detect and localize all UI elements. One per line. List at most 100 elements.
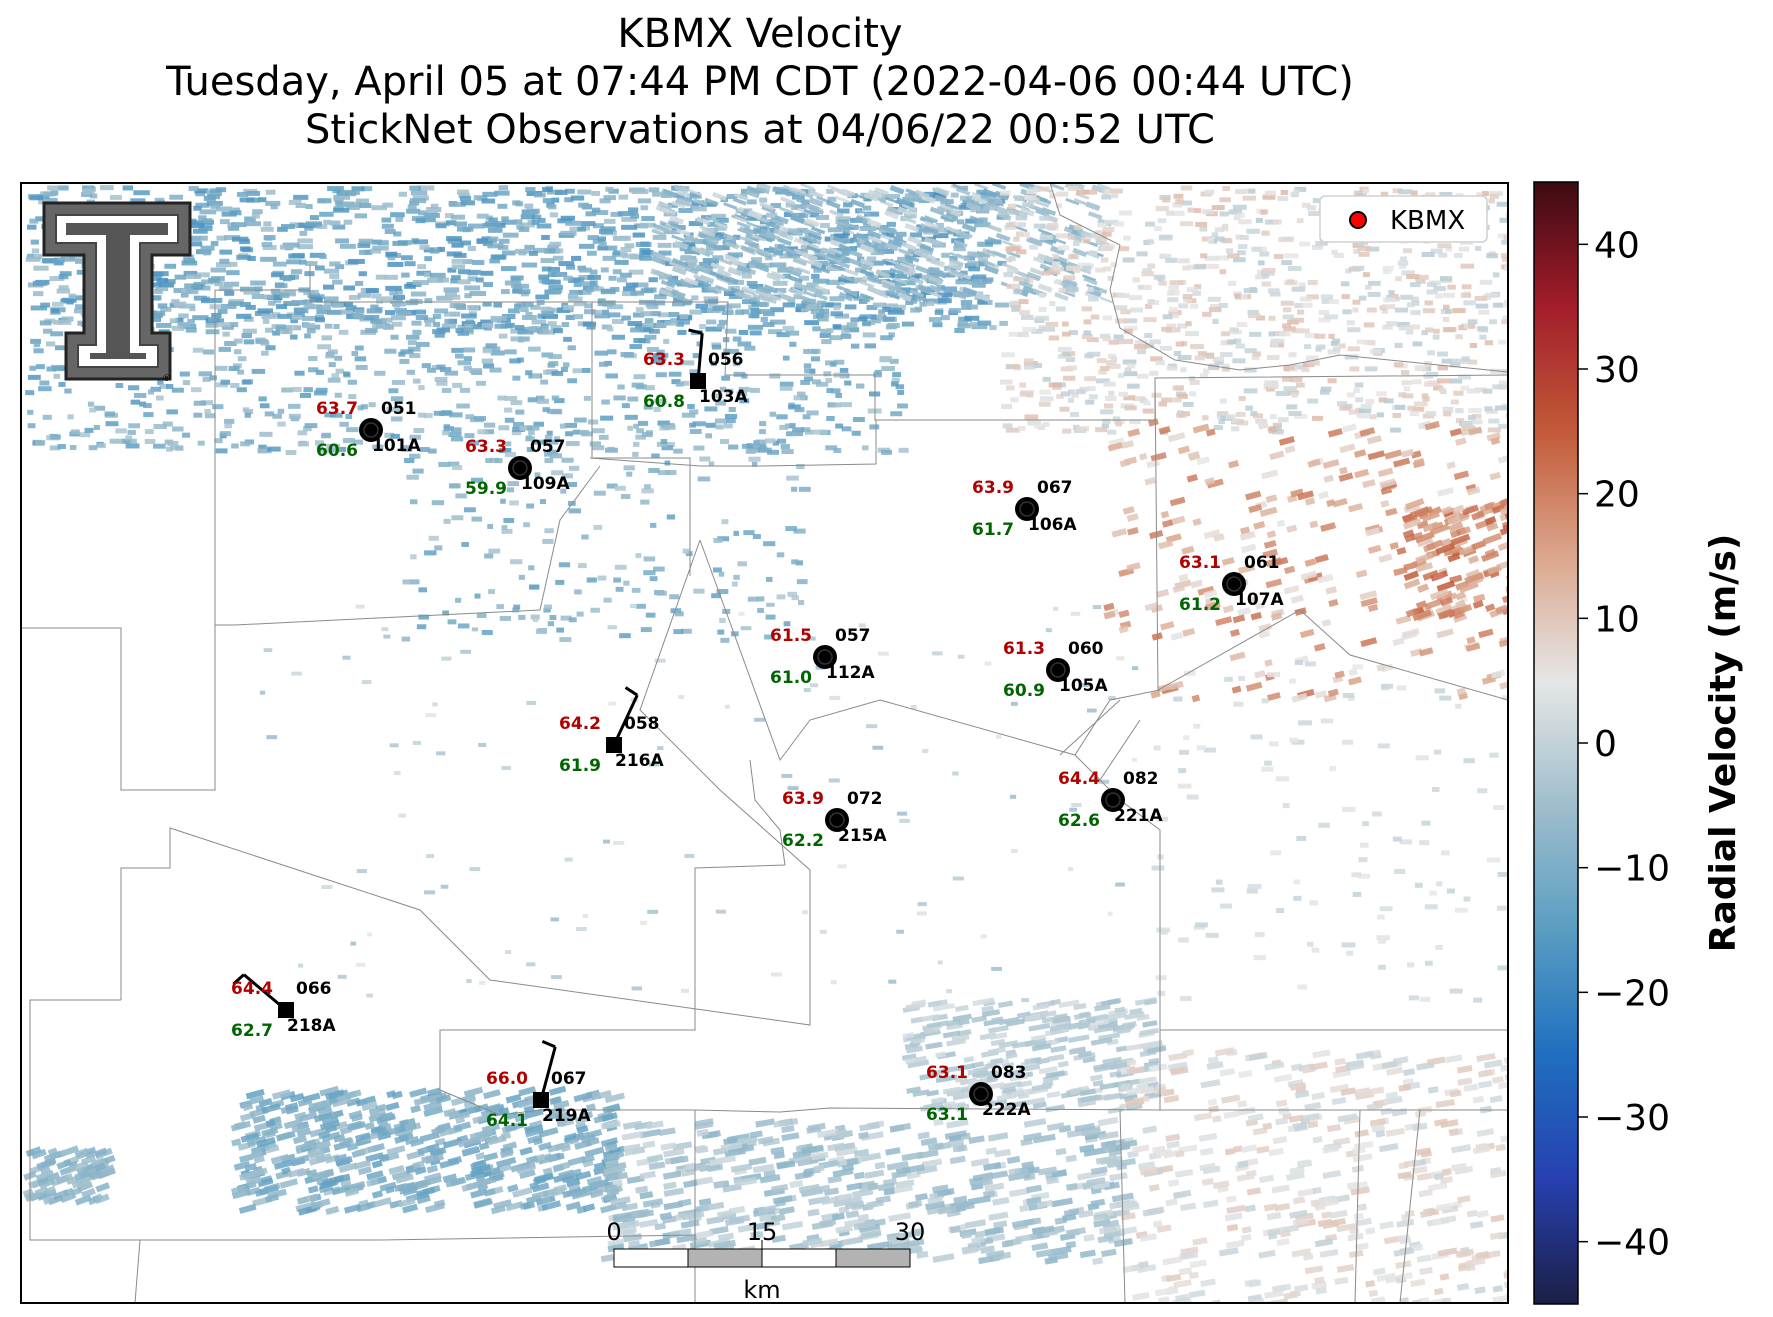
station-wind-dir: 067 — [1037, 478, 1073, 498]
station-id: 219A — [542, 1106, 591, 1126]
station-circle-icon — [1046, 658, 1070, 682]
station-103A[interactable]: 63.3 056 60.8 103A — [643, 328, 748, 412]
station-square-icon — [533, 1092, 549, 1108]
title-time: Tuesday, April 05 at 07:44 PM CDT (2022-… — [166, 59, 1354, 105]
scale-tick-0: 0 — [606, 1218, 621, 1246]
station-circle-icon — [1222, 572, 1246, 596]
wind-barb-flag-icon — [624, 686, 639, 697]
station-circle-icon — [359, 418, 383, 442]
station-dewpoint: 60.6 — [316, 441, 358, 461]
title-radar: KBMX Velocity — [617, 11, 903, 57]
station-dewpoint: 62.2 — [782, 831, 824, 851]
station-221A[interactable]: 64.4 082 62.6 221A — [1058, 769, 1163, 831]
logo-registered-mark: ® — [162, 374, 171, 384]
station-215A[interactable]: 63.9 072 62.2 215A — [782, 789, 887, 851]
wind-barb-icon — [612, 694, 639, 746]
station-id: 222A — [982, 1100, 1031, 1120]
station-112A[interactable]: 61.5 057 61.0 112A — [770, 626, 875, 688]
station-106A[interactable]: 63.9 067 61.7 106A — [972, 478, 1077, 540]
station-wind-dir: 057 — [530, 437, 566, 457]
station-107A[interactable]: 63.1 061 61.2 107A — [1179, 553, 1284, 615]
station-temp: 61.5 — [770, 626, 812, 646]
station-circle-icon — [825, 808, 849, 832]
sticknet-stations: 63.7 051 60.6 101A 63.3 057 59.9 109A 63.3 056 60.… — [231, 328, 1284, 1131]
wind-barb-flag-icon — [232, 973, 245, 986]
legend-label: KBMX — [1390, 206, 1465, 236]
station-temp: 63.1 — [1179, 553, 1221, 573]
station-216A[interactable]: 64.2 058 61.9 216A — [559, 686, 664, 776]
station-id: 112A — [826, 663, 875, 683]
station-circle-icon — [1101, 788, 1125, 812]
station-222A[interactable]: 63.1 083 63.1 222A — [926, 1063, 1031, 1125]
station-wind-dir: 072 — [847, 789, 883, 809]
station-circle-icon — [813, 645, 837, 669]
station-dewpoint: 62.6 — [1058, 811, 1100, 831]
station-temp: 63.7 — [316, 399, 358, 419]
station-dewpoint: 64.1 — [486, 1111, 528, 1131]
figure-title: KBMX Velocity Tuesday, April 05 at 07:44… — [0, 10, 1520, 154]
station-109A[interactable]: 63.3 057 59.9 109A — [465, 437, 570, 499]
station-wind-dir: 060 — [1068, 639, 1104, 659]
station-temp: 66.0 — [486, 1069, 528, 1089]
station-id: 216A — [615, 751, 664, 771]
station-circle-icon — [1015, 497, 1039, 521]
station-temp: 61.3 — [1003, 639, 1045, 659]
station-temp: 63.3 — [643, 350, 685, 370]
station-219A[interactable]: 66.0 067 64.1 219A — [486, 1039, 591, 1131]
station-dewpoint: 62.7 — [231, 1021, 273, 1041]
station-square-icon — [278, 1002, 294, 1018]
station-dewpoint: 61.7 — [972, 520, 1014, 540]
station-wind-dir: 061 — [1244, 553, 1280, 573]
map-legend: KBMX — [1319, 195, 1488, 243]
station-temp: 63.3 — [465, 437, 507, 457]
station-dewpoint: 61.0 — [770, 668, 812, 688]
station-id: 218A — [287, 1016, 336, 1036]
wind-barb-flag-icon — [688, 328, 703, 335]
station-wind-dir: 058 — [624, 714, 660, 734]
title-observations: StickNet Observations at 04/06/22 00:52 … — [305, 107, 1215, 153]
map-frame — [20, 182, 1509, 1304]
station-temp: 63.9 — [972, 478, 1014, 498]
station-circle-icon — [508, 456, 532, 480]
county-borders — [21, 183, 1508, 1303]
station-dewpoint: 59.9 — [465, 479, 507, 499]
station-101A[interactable]: 63.7 051 60.6 101A — [316, 399, 421, 461]
scale-tick-15: 15 — [747, 1218, 778, 1246]
station-temp: 63.1 — [926, 1063, 968, 1083]
station-id: 103A — [699, 387, 748, 407]
texas-tech-logo: ® — [42, 201, 192, 384]
station-id: 109A — [521, 474, 570, 494]
station-square-icon — [690, 373, 706, 389]
station-dewpoint: 61.2 — [1179, 595, 1221, 615]
wind-barb-flag-icon — [541, 1039, 556, 1049]
station-square-icon — [606, 737, 622, 753]
station-wind-dir: 056 — [708, 350, 744, 370]
station-218A[interactable]: 64.4 066 62.7 218A — [231, 973, 336, 1041]
legend-marker-icon — [1349, 211, 1367, 229]
station-temp: 64.4 — [231, 979, 273, 999]
station-dewpoint: 61.9 — [559, 756, 601, 776]
station-dewpoint: 60.8 — [643, 392, 685, 412]
station-id: 105A — [1059, 676, 1108, 696]
station-id: 221A — [1114, 806, 1163, 826]
station-dewpoint: 60.9 — [1003, 681, 1045, 701]
station-wind-dir: 067 — [551, 1069, 587, 1089]
station-wind-dir: 083 — [991, 1063, 1027, 1083]
station-wind-dir: 066 — [296, 979, 332, 999]
station-105A[interactable]: 61.3 060 60.9 105A — [1003, 639, 1108, 701]
station-circle-icon — [969, 1082, 993, 1106]
station-id: 101A — [372, 436, 421, 456]
station-wind-dir: 082 — [1123, 769, 1159, 789]
station-id: 215A — [838, 826, 887, 846]
station-id: 106A — [1028, 515, 1077, 535]
scale-tick-30: 30 — [895, 1218, 926, 1246]
scale-bar: 0 15 30 km — [606, 1218, 925, 1304]
station-id: 107A — [1235, 590, 1284, 610]
station-temp: 63.9 — [782, 789, 824, 809]
scale-unit: km — [743, 1276, 780, 1304]
wind-barb-icon — [539, 1046, 557, 1101]
station-temp: 64.2 — [559, 714, 601, 734]
station-wind-dir: 057 — [835, 626, 871, 646]
station-dewpoint: 63.1 — [926, 1105, 968, 1125]
